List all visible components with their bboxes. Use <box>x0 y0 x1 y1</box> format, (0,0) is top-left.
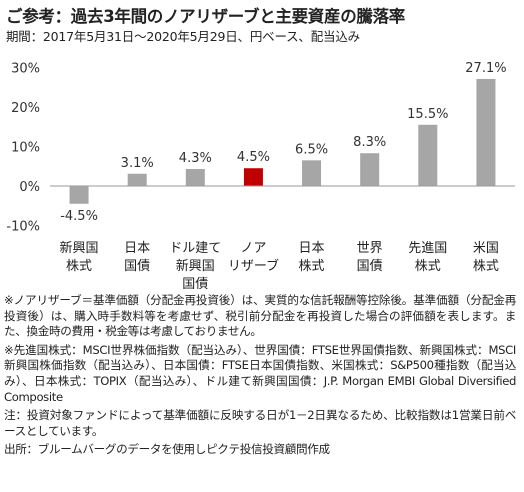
bar <box>185 169 205 186</box>
chart-title: ご参考：過去3年間のノアリザーブと主要資産の騰落率 <box>6 7 405 26</box>
x-axis: 新興国株式日本国債ドル建て新興国国債ノアリザーブ日本株式世界国債先進国株式米国株… <box>50 185 515 289</box>
chart-subtitle: 期間：2017年5月31日～2020年5月29日、円ベース、配当込み <box>6 29 360 44</box>
data-label: 15.5% <box>407 107 448 122</box>
x-tick-label: ノア <box>240 241 266 256</box>
x-tick-label: 日本 <box>124 241 150 256</box>
data-label: 27.1% <box>465 61 506 76</box>
bars <box>69 78 496 204</box>
x-tick-label: 日本 <box>299 241 325 256</box>
x-tick-label: 米国 <box>473 241 499 256</box>
footnotes: ※ノアリザーブ＝基準価額（分配金再投資後）は、実質的な信託報酬等控除後。基準価額… <box>4 293 516 458</box>
y-axis: 30% 20% 10% 0% -10% <box>6 62 40 235</box>
y-tick-label: 10% <box>11 141 40 156</box>
data-label: -4.5% <box>60 209 98 224</box>
footnote-noa-reserve: ※ノアリザーブ＝基準価額（分配金再投資後）は、実質的な信託報酬等控除後。基準価額… <box>4 293 516 339</box>
x-tick-label: リザーブ <box>228 258 279 274</box>
data-label: 3.1% <box>121 156 154 171</box>
y-tick-label: 0% <box>19 180 40 195</box>
bar <box>127 173 147 186</box>
x-tick-label: 世界 <box>357 241 383 256</box>
y-tick-label: 30% <box>11 62 40 77</box>
footnote-indices: ※先進国株式：MSCI世界株価指数（配当込み）、世界国債：FTSE世界国債指数、… <box>4 342 516 404</box>
x-tick-label: 国債 <box>357 259 383 274</box>
x-tick-label: 国債 <box>124 259 150 274</box>
x-tick-label: 国債 <box>182 277 208 289</box>
data-label: 8.3% <box>353 135 386 150</box>
bar <box>360 153 380 186</box>
bar <box>243 168 263 186</box>
bar <box>476 78 496 186</box>
data-label: 4.3% <box>179 151 212 166</box>
x-tick-label: 株式 <box>473 259 499 274</box>
value-labels: -4.5% 3.1% 4.3% 4.5% 6.5% 8.3% 15.5% 27.1% <box>60 61 506 224</box>
x-tick-label: 新興国 <box>176 258 215 274</box>
x-tick-label: 株式 <box>415 259 441 274</box>
bar <box>69 186 89 204</box>
y-tick-label: 20% <box>11 101 40 116</box>
x-tick-label: 新興国 <box>60 240 99 256</box>
data-label: 4.5% <box>237 150 270 165</box>
bar <box>302 160 322 186</box>
bar <box>418 124 438 186</box>
data-label: 6.5% <box>295 142 328 157</box>
y-tick-label: -10% <box>6 220 40 235</box>
footnote-date-note: 注：投資対象ファンドによって基準価額に反映する日が1－2日異なるため、比較指数は… <box>4 408 516 438</box>
x-tick-label: 株式 <box>299 259 325 274</box>
x-tick-label: 先進国 <box>408 241 447 256</box>
footnote-source: 出所：ブルームバーグのデータを使用しピクテ投信投資顧問作成 <box>4 442 330 457</box>
bar-chart: 30% 20% 10% 0% -10% -4.5% 3.1% 4.3% 4.5% 6.5% 8.3… <box>6 61 515 289</box>
x-tick-label: 株式 <box>66 259 92 274</box>
x-tick-label: ドル建て <box>169 241 221 256</box>
